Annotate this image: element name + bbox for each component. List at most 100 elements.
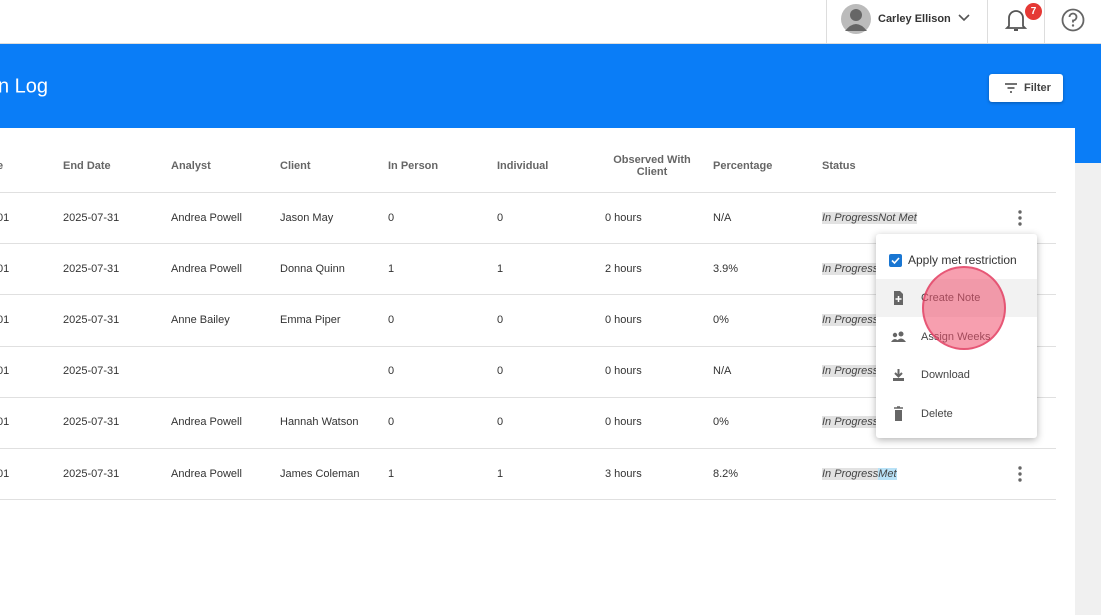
table-cell: 0 [388,314,395,326]
filter-icon [1005,83,1017,93]
status-tag: In Progress [822,314,879,326]
table-cell: 1 [388,262,395,275]
table-cell: 01 [0,314,10,326]
status-tag: In Progress [822,416,879,429]
status-tag: In Progress [822,467,879,480]
page-title: n Log [0,75,49,98]
menu-checkbox-row[interactable]: Apply met restriction [876,241,1037,279]
column-header: Percentage [713,160,773,172]
status-tag: In Progress [822,365,879,378]
bell-icon[interactable] [1004,7,1028,33]
user-name[interactable]: Carley Ellison [878,13,951,25]
menu-item[interactable]: Delete [876,395,1037,433]
table-cell: 0 hours [605,365,642,378]
status-tag: In Progress [822,262,879,275]
table-cell: 01 [0,365,10,378]
table-cell: 2 hours [605,262,642,275]
row-divider [0,499,1056,501]
row-menu-button[interactable] [1014,465,1026,483]
table-cell: 01 [0,416,10,429]
row-menu-button[interactable] [1014,209,1026,227]
dropdown-icon[interactable] [957,13,971,23]
table-cell: Donna Quinn [280,262,345,275]
column-header: Observed With Client [613,154,691,178]
table-cell: N/A [713,365,732,378]
menu-item[interactable]: Download [876,356,1037,394]
row-divider [0,396,1056,398]
row-divider [0,243,1056,245]
table-cell: 2025-07-31 [63,365,120,378]
avatar[interactable] [840,3,872,35]
table-cell: 2025-07-31 [63,314,120,326]
table-cell: 2025-07-31 [63,416,120,429]
help-icon[interactable] [1060,7,1086,33]
row-divider [0,345,1056,347]
table-cell: Hannah Watson [280,416,359,429]
table-cell: Andrea Powell [171,467,242,480]
top-bar: Carley Ellison 7 [0,0,1101,44]
column-header: Analyst [171,160,211,172]
table-cell: 0 [497,314,504,326]
filter-label: Filter [1024,82,1051,94]
table-cell: Andrea Powell [171,211,242,224]
menu-label: Download [921,369,970,381]
menu-icon [894,291,903,305]
status-tag: Not Met [878,211,917,224]
status-tag: In Progress [822,211,879,224]
table-cell: 0 hours [605,314,642,326]
status: In ProgressNot Met [822,211,917,224]
checkbox-label: Apply met restriction [908,253,1017,267]
table-cell: 0 [497,365,504,378]
menu-icon [891,331,906,342]
divider [1044,0,1045,44]
table-cell: N/A [713,211,732,224]
page-header: n Log Filter [0,44,1101,128]
menu-label: Delete [921,407,953,420]
table-cell: 8.2% [713,467,739,480]
table-cell: 0 [388,211,395,224]
table-cell: 0 [388,365,395,378]
table-cell: 0 [497,211,504,224]
status: In Progress [822,314,879,326]
status: In Progress [822,365,879,378]
click-indicator [922,266,1006,350]
status-tag: Met [878,467,897,480]
status: In Progress [822,262,879,275]
column-header: e [0,160,4,172]
menu-icon [894,405,903,421]
table-cell: 3.9% [713,262,739,275]
table-cell: 1 [497,467,504,480]
table-cell: Andrea Powell [171,262,242,275]
table-cell: James Coleman [280,467,360,480]
table-cell: 2025-07-31 [63,262,120,275]
table-cell: 0 hours [605,211,642,224]
row-divider [0,294,1056,296]
notification-badge: 7 [1025,3,1042,20]
column-header: End Date [63,160,111,172]
table-cell: 0 hours [605,416,642,429]
table-cell: Jason May [280,211,334,224]
column-header: In Person [388,160,439,172]
column-header: Individual [497,160,549,172]
column-header: Client [280,160,311,172]
table-cell: 0 [497,416,504,429]
table-cell: 0% [713,416,729,429]
menu-icon [893,369,904,381]
table-cell: Emma Piper [280,314,341,326]
table-cell: 01 [0,467,10,480]
row-divider [0,192,1056,193]
table-cell: 0 [388,416,395,429]
divider [826,0,827,44]
table-cell: 2025-07-31 [63,467,120,480]
header-strip [1075,128,1101,163]
column-header: Status [822,160,856,172]
table-cell: Anne Bailey [171,314,230,326]
table-cell: 1 [497,262,504,275]
checkbox[interactable] [889,254,902,267]
filter-button[interactable]: Filter [989,74,1063,102]
status: In ProgressMet [822,467,897,480]
table-cell: 1 [388,467,395,480]
table-cell: 3 hours [605,467,642,480]
table-cell: 2025-07-31 [63,211,120,224]
